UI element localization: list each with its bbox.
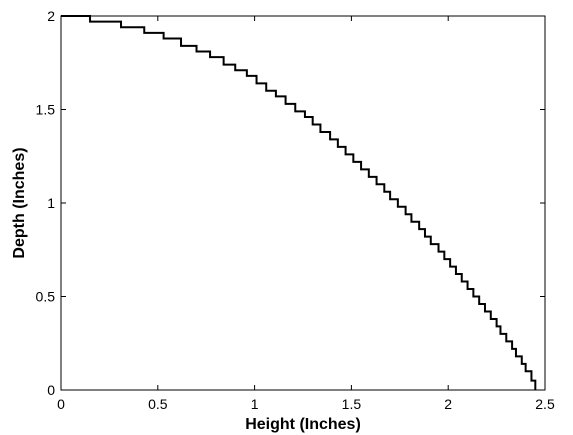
x-tick-label: 2.5 (535, 396, 555, 412)
x-tick-label: 1.5 (342, 396, 362, 412)
x-ticks: 0 0.5 1 1.5 2 2.5 (57, 16, 555, 412)
y-tick-label: 2 (47, 8, 55, 24)
y-tick-label: 0 (47, 382, 55, 398)
y-tick-label: 1 (47, 195, 55, 211)
series-line (61, 15, 537, 390)
y-axis-label: Depth (Inches) (11, 147, 28, 258)
y-ticks: 0 0.5 1 1.5 2 (36, 8, 545, 398)
x-tick-label: 1 (251, 396, 259, 412)
x-axis-label: Height (Inches) (245, 416, 361, 433)
x-tick-label: 2 (444, 396, 452, 412)
plot-area (60, 15, 546, 391)
x-tick-label: 0.5 (148, 396, 168, 412)
y-tick-label: 1.5 (36, 102, 56, 118)
y-tick-label: 0.5 (36, 289, 56, 305)
x-tick-label: 0 (57, 396, 65, 412)
